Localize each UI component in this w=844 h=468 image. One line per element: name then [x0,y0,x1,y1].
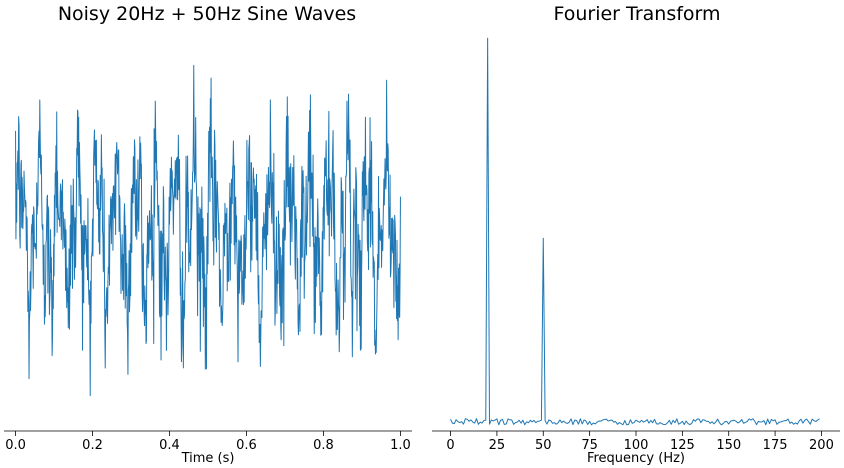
x-tick-label: 100 [624,438,649,453]
x-tick-label: 0.0 [5,438,26,453]
x-tick-label: 0 [446,438,454,453]
frequency-domain-chart: Fourier Transform 0 25 50 75 100 125 150 175 200… [432,3,840,466]
x-tick-label: 0.4 [159,438,180,453]
x-tick-label: 0.8 [313,438,334,453]
x-tick-label: 0.2 [82,438,103,453]
x-tick-label: 1.0 [390,438,411,453]
fft-magnitude-line [450,37,820,426]
fft-chart-title: Fourier Transform [553,3,720,25]
time-signal-line [15,64,401,397]
x-tick-label: 25 [489,438,506,453]
x-tick-label: 75 [581,438,598,453]
x-tick-label: 50 [535,438,552,453]
x-tick-label: 200 [809,438,834,453]
fft-x-ticks: 0 25 50 75 100 125 150 175 200 [446,431,834,453]
time-series-plot [15,64,401,397]
time-chart-title: Noisy 20Hz + 50Hz Sine Waves [58,3,356,25]
x-tick-label: 150 [716,438,741,453]
x-tick-label: 125 [670,438,695,453]
time-x-ticks: 0.0 0.2 0.4 0.6 0.8 1.0 [5,431,411,453]
time-domain-chart: Noisy 20Hz + 50Hz Sine Waves 0.0 0.2 0.4 0.… [4,3,412,466]
x-tick-label: 175 [763,438,788,453]
fft-series-plot [450,37,820,426]
fft-x-axis-label: Frequency (Hz) [587,451,685,466]
time-x-axis-label: Time (s) [181,451,235,466]
x-tick-label: 0.6 [236,438,257,453]
